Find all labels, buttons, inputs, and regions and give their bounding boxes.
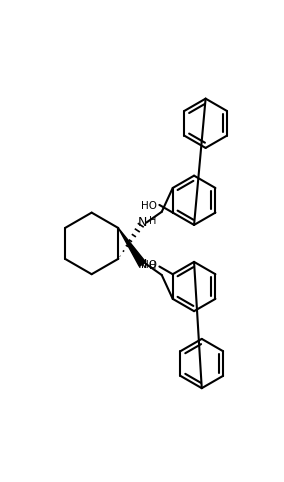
- Text: N: N: [138, 216, 147, 229]
- Text: HO: HO: [141, 201, 157, 212]
- Text: H: H: [149, 216, 156, 226]
- Polygon shape: [118, 228, 146, 267]
- Text: N: N: [138, 258, 147, 271]
- Text: HO: HO: [141, 260, 157, 270]
- Text: H: H: [149, 261, 156, 271]
